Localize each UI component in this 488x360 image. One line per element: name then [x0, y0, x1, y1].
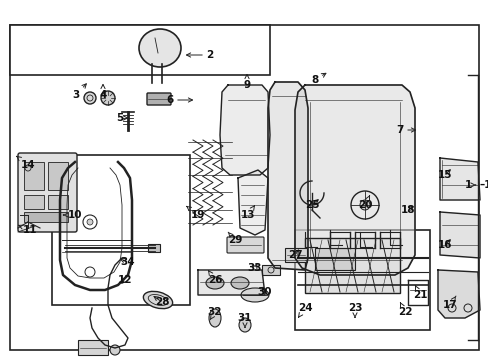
Polygon shape	[220, 85, 269, 175]
Bar	[78, 340, 108, 355]
Text: 26: 26	[207, 271, 222, 285]
Circle shape	[359, 200, 369, 210]
Circle shape	[110, 345, 120, 355]
Text: 19: 19	[186, 206, 205, 220]
Text: 22: 22	[397, 303, 411, 317]
Text: 31: 31	[237, 313, 252, 327]
Bar	[305, 238, 399, 293]
Ellipse shape	[139, 29, 181, 67]
Text: 1: 1	[464, 180, 475, 190]
Bar	[294, 230, 429, 330]
Text: 30: 30	[257, 287, 272, 297]
Polygon shape	[439, 158, 479, 200]
Bar	[314, 248, 354, 270]
Text: 7: 7	[395, 125, 415, 135]
Bar	[48, 162, 68, 190]
Bar	[285, 248, 306, 262]
Ellipse shape	[205, 277, 224, 289]
Text: 2: 2	[186, 50, 213, 60]
Text: 29: 29	[227, 232, 242, 245]
Text: 6: 6	[166, 95, 192, 105]
Text: 10: 10	[63, 210, 82, 220]
FancyBboxPatch shape	[18, 153, 77, 232]
Polygon shape	[198, 270, 264, 295]
Text: 23: 23	[347, 303, 362, 317]
Ellipse shape	[239, 318, 250, 332]
Text: 11: 11	[19, 225, 37, 235]
Text: 32: 32	[207, 307, 222, 320]
Text: 18: 18	[400, 205, 414, 215]
Polygon shape	[294, 85, 414, 275]
Bar	[24, 162, 44, 190]
FancyBboxPatch shape	[226, 237, 264, 253]
Text: 5: 5	[116, 113, 128, 123]
Circle shape	[84, 92, 96, 104]
Polygon shape	[238, 170, 267, 235]
Text: 20: 20	[357, 196, 371, 210]
Text: 16: 16	[437, 240, 451, 250]
Bar	[52, 155, 190, 305]
Text: 24: 24	[297, 303, 312, 317]
Text: 21: 21	[412, 286, 427, 300]
Bar	[48, 195, 68, 209]
Text: 17: 17	[442, 296, 456, 310]
Text: 33: 33	[247, 263, 262, 273]
Ellipse shape	[230, 277, 248, 289]
Text: 9: 9	[243, 75, 250, 90]
Circle shape	[87, 219, 93, 225]
Bar	[24, 212, 68, 222]
Text: 27: 27	[287, 250, 302, 260]
Bar	[262, 265, 280, 275]
Polygon shape	[437, 270, 479, 318]
Text: 25: 25	[304, 200, 319, 210]
Bar	[148, 244, 160, 252]
Text: 15: 15	[437, 170, 451, 180]
Ellipse shape	[208, 309, 221, 327]
Text: 3: 3	[72, 84, 86, 100]
Text: 12: 12	[118, 275, 132, 285]
FancyBboxPatch shape	[147, 93, 171, 105]
Bar	[24, 195, 44, 209]
Ellipse shape	[241, 288, 268, 302]
Polygon shape	[267, 82, 307, 270]
Text: –1: –1	[479, 180, 488, 190]
Text: 4: 4	[99, 85, 106, 100]
Bar	[10, 25, 269, 75]
Ellipse shape	[143, 291, 172, 309]
Text: 28: 28	[154, 296, 169, 307]
Text: 13: 13	[240, 206, 255, 220]
Circle shape	[101, 91, 115, 105]
Polygon shape	[439, 212, 479, 258]
Text: 8: 8	[311, 73, 325, 85]
Text: 14: 14	[17, 156, 35, 170]
Text: 34: 34	[120, 257, 135, 267]
